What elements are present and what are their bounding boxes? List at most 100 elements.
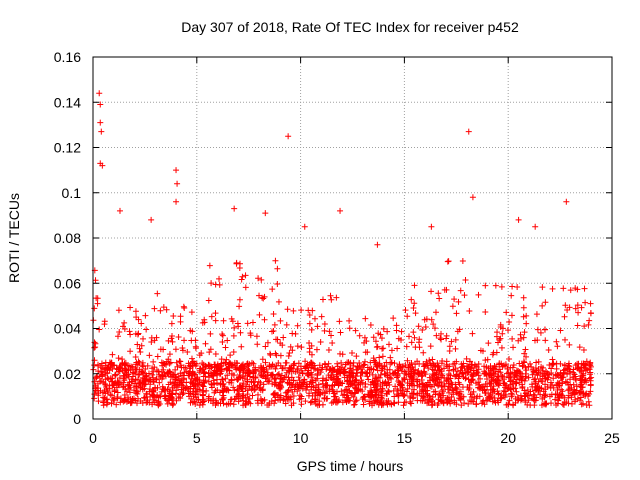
data-point	[180, 387, 187, 394]
data-point	[257, 379, 264, 386]
data-point	[419, 386, 426, 393]
data-point	[509, 381, 516, 388]
data-point	[201, 369, 208, 376]
data-point	[310, 379, 317, 386]
data-point	[259, 356, 266, 363]
data-point	[317, 339, 324, 346]
data-point	[488, 378, 495, 385]
data-point	[424, 400, 431, 407]
data-point	[323, 382, 330, 389]
data-point	[346, 317, 353, 324]
y-tick-label: 0.12	[54, 140, 81, 156]
data-point	[426, 357, 433, 364]
data-point	[223, 401, 230, 408]
data-point	[157, 392, 164, 399]
data-point	[542, 299, 549, 306]
data-point	[157, 307, 164, 314]
data-point	[141, 385, 148, 392]
data-point	[453, 372, 460, 379]
data-point	[237, 329, 244, 336]
data-point	[107, 375, 114, 382]
data-point	[180, 303, 187, 310]
data-point	[116, 329, 123, 336]
data-point	[460, 393, 467, 400]
data-point	[214, 372, 221, 379]
data-point	[461, 400, 468, 407]
data-point	[414, 392, 421, 399]
data-point	[574, 322, 581, 329]
data-point	[507, 386, 514, 393]
data-point	[535, 358, 542, 365]
data-point	[502, 361, 509, 368]
data-point	[242, 272, 249, 279]
data-point	[143, 399, 150, 406]
data-point	[314, 323, 321, 330]
data-point	[455, 298, 462, 305]
data-point	[256, 292, 263, 299]
data-point	[420, 381, 427, 388]
data-point	[534, 326, 541, 333]
data-point	[305, 369, 312, 376]
data-point	[298, 344, 305, 351]
data-point	[177, 362, 184, 369]
data-point	[120, 384, 127, 391]
data-point	[335, 382, 342, 389]
data-point	[277, 383, 284, 390]
data-point	[468, 398, 475, 405]
data-point	[418, 392, 425, 399]
data-point	[142, 366, 149, 373]
data-point	[369, 371, 376, 378]
data-point	[236, 260, 243, 267]
data-point	[421, 363, 428, 370]
data-point	[429, 401, 436, 408]
data-point	[518, 373, 525, 380]
data-point	[466, 385, 473, 392]
data-point	[98, 360, 105, 367]
data-point	[452, 365, 459, 372]
data-point	[248, 359, 255, 366]
data-point	[95, 385, 102, 392]
data-point	[262, 359, 269, 366]
data-point	[264, 369, 271, 376]
data-point	[541, 372, 548, 379]
data-point	[517, 331, 524, 338]
data-point	[222, 344, 229, 351]
data-point	[259, 387, 266, 394]
data-point	[548, 391, 555, 398]
data-point	[255, 275, 262, 282]
data-point	[247, 330, 254, 337]
data-point	[311, 362, 318, 369]
data-point	[418, 377, 425, 384]
data-point	[192, 391, 199, 398]
data-point	[386, 366, 393, 373]
data-point	[567, 376, 574, 383]
data-point	[398, 328, 405, 335]
data-point	[314, 372, 321, 379]
data-point	[163, 306, 170, 313]
data-point	[340, 369, 347, 376]
data-point	[137, 349, 144, 356]
data-point	[283, 393, 290, 400]
data-point	[248, 379, 255, 386]
data-point	[462, 277, 469, 284]
data-point	[319, 296, 326, 303]
data-point	[194, 380, 201, 387]
data-point	[578, 304, 585, 311]
data-point	[367, 366, 374, 373]
data-point	[370, 334, 377, 341]
data-point	[362, 315, 369, 322]
data-point	[362, 349, 369, 356]
data-point-peak	[231, 205, 238, 212]
data-point	[175, 333, 182, 340]
data-point-peak	[428, 223, 435, 230]
data-point	[242, 401, 249, 408]
data-point	[271, 321, 278, 328]
data-point	[407, 373, 414, 380]
data-point	[564, 307, 571, 314]
data-point	[216, 281, 223, 288]
data-point	[466, 358, 473, 365]
y-tick-label: 0	[73, 411, 81, 427]
x-tick-label: 5	[193, 430, 201, 446]
data-point	[561, 361, 568, 368]
data-point	[254, 397, 261, 404]
